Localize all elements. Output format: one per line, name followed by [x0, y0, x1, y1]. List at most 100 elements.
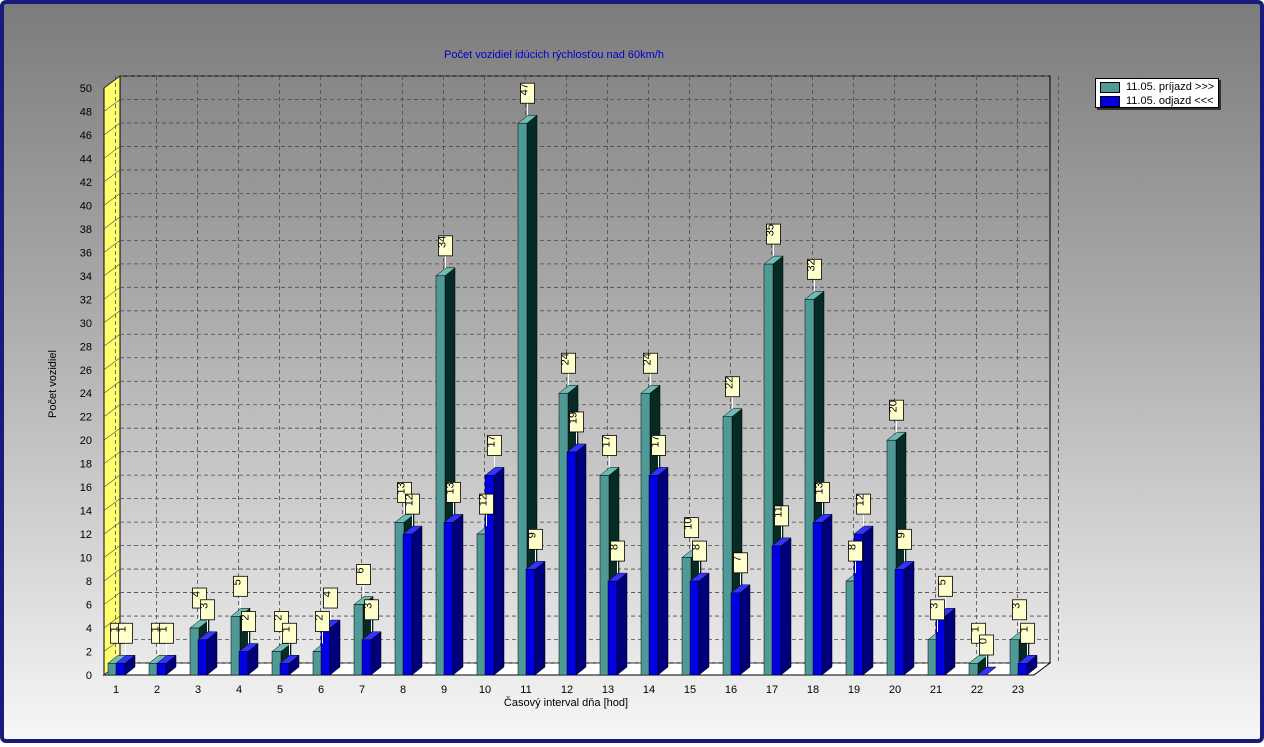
label-arrival: 35	[765, 223, 781, 257]
x-tick-label: 8	[400, 684, 406, 696]
y-tick-label: 2	[86, 647, 92, 659]
label-box	[889, 399, 904, 421]
data-label: 13	[814, 482, 826, 494]
bars	[107, 114, 1038, 676]
left-wall	[103, 75, 121, 676]
label-box	[528, 528, 543, 550]
bar-departure	[156, 654, 177, 676]
wall-grid-line	[103, 474, 121, 488]
bar-front	[115, 663, 126, 676]
label-box	[602, 435, 617, 456]
data-label: 6	[355, 567, 367, 573]
y-tick-label: 42	[80, 177, 92, 189]
label-arrival: 5	[232, 575, 248, 609]
wall-grid-line	[103, 263, 121, 277]
label-arrival: 12	[478, 493, 494, 527]
y-axis-label: Počet vozidiel	[47, 350, 59, 418]
bar-departure	[976, 666, 997, 676]
wall-grid-line	[103, 75, 121, 89]
wall-grid-line	[103, 99, 121, 112]
bar-front	[730, 592, 741, 676]
label-arrival: 10	[683, 517, 699, 550]
label-departure: 1	[1019, 622, 1035, 656]
label-arrival: 3	[929, 599, 945, 632]
bar-front	[517, 122, 528, 676]
wall-grid-line	[103, 169, 121, 183]
wall-grid-line	[103, 568, 121, 582]
chart-title: Počet vozidiel idúcich rýchlosťou nad 60…	[444, 49, 664, 61]
y-tick-label: 16	[80, 482, 92, 494]
wall-grid-line	[103, 427, 121, 441]
data-label: 0	[978, 638, 990, 644]
data-label: 8	[609, 544, 621, 550]
y-tick-label: 40	[80, 200, 92, 212]
bar-top	[976, 666, 997, 676]
x-tick-label: 6	[318, 684, 324, 696]
data-label: 4	[322, 591, 334, 597]
label-box	[438, 235, 453, 257]
bar-front	[853, 533, 864, 676]
bar-side	[944, 607, 956, 676]
data-label: 3	[1011, 603, 1023, 609]
bar-front	[107, 663, 118, 676]
data-label: 9	[896, 532, 908, 538]
bar-departure	[525, 560, 546, 676]
data-label: 1	[109, 626, 121, 632]
bar-side	[575, 443, 587, 676]
x-tick-label: 13	[602, 684, 614, 696]
bar-departure	[1017, 654, 1038, 676]
data-label: 10	[683, 517, 695, 529]
bar-side	[739, 584, 751, 676]
x-tick-label: 9	[441, 684, 447, 696]
x-tick-label: 15	[684, 684, 696, 696]
data-label: 1	[150, 626, 162, 632]
data-label: 13	[396, 482, 408, 494]
label-arrival: 47	[519, 82, 535, 116]
bar-front	[689, 580, 700, 676]
data-label: 20	[888, 400, 900, 412]
bar-front	[238, 651, 249, 676]
data-label: 9	[527, 532, 539, 538]
data-label: 11	[773, 506, 785, 517]
label-box	[364, 599, 379, 621]
bar-front	[230, 616, 241, 676]
bar-departure	[279, 654, 300, 676]
label-departure: 19	[568, 411, 584, 444]
bar-front	[1017, 663, 1028, 676]
label-box	[684, 517, 699, 538]
data-label: 1	[1019, 626, 1031, 632]
label-departure: 0	[978, 634, 994, 667]
label-departure: 12	[404, 493, 420, 527]
label-arrival: 24	[560, 352, 576, 386]
x-tick-label: 3	[195, 684, 201, 696]
wall-grid-line	[103, 404, 121, 417]
label-departure: 13	[814, 481, 830, 515]
y-tick-label: 8	[86, 576, 92, 588]
bar-departure	[320, 619, 341, 676]
bar-side	[903, 560, 915, 676]
bar-front	[763, 263, 774, 676]
wall-grid-line	[103, 380, 121, 394]
legend-swatch-arrival	[1100, 81, 1120, 93]
data-label: 2	[273, 614, 285, 620]
label-box	[938, 575, 953, 597]
bar-side	[329, 619, 341, 676]
x-tick-label: 19	[848, 684, 860, 696]
y-tick-label: 50	[80, 83, 92, 95]
x-tick-label: 1	[113, 684, 119, 696]
data-label: 12	[478, 494, 490, 506]
bar-front	[312, 651, 323, 676]
x-tick-label: 23	[1012, 684, 1024, 696]
label-box	[561, 352, 576, 374]
bar-departure	[812, 513, 833, 676]
label-box	[651, 435, 666, 456]
label-arrival: 32	[806, 258, 822, 292]
bar-side	[862, 525, 874, 676]
label-departure: 8	[609, 540, 625, 574]
data-label: 5	[937, 579, 949, 585]
x-tick-label: 18	[807, 684, 819, 696]
bar-departure	[689, 572, 710, 676]
bar-front	[476, 533, 487, 676]
x-tick-label: 5	[277, 684, 283, 696]
bar-front	[1009, 639, 1020, 676]
